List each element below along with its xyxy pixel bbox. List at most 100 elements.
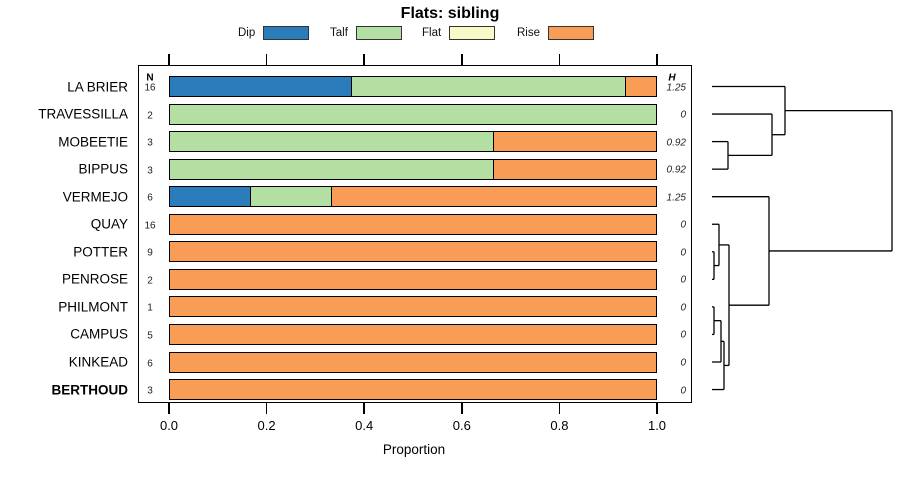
- bar-mobeetie: [169, 131, 657, 153]
- bar-berthoud: [169, 379, 657, 401]
- n-value: 6: [147, 358, 153, 369]
- n-value: 3: [147, 165, 153, 177]
- n-value: 2: [147, 110, 153, 122]
- x-tick-bottom: [558, 403, 561, 414]
- legend-item-dip: Dip: [238, 25, 310, 40]
- bar-segment-talf: [170, 104, 656, 124]
- bar-vermejo: [169, 186, 657, 208]
- row-label-vermejo: VERMEJO: [62, 189, 128, 205]
- row-label-penrose: PENROSE: [61, 271, 128, 287]
- h-value: 0: [680, 219, 686, 231]
- h-value: 1.25: [666, 82, 686, 93]
- bar-segment-talf: [352, 77, 626, 96]
- legend-label: Talf: [330, 26, 348, 39]
- bar-quay: [169, 213, 657, 235]
- bar-campus: [169, 323, 657, 345]
- bar-kinkead: [169, 351, 657, 373]
- legend-swatch-flat: [449, 25, 496, 40]
- bar-segment-talf: [170, 159, 495, 179]
- row-label-potter: POTTER: [73, 244, 128, 260]
- x-tick-label: 0.0: [159, 418, 179, 433]
- bar-segment-rise: [170, 324, 656, 344]
- bar-segment-rise: [494, 159, 656, 179]
- x-tick-top: [168, 54, 170, 65]
- x-tick-label: 0.6: [452, 418, 471, 433]
- n-value: 3: [147, 137, 153, 149]
- h-value: 0: [680, 329, 686, 341]
- chart-title: Flats: sibling: [400, 5, 500, 22]
- row-label-kinkead: KINKEAD: [68, 354, 128, 370]
- x-tick-label: 0.4: [355, 418, 374, 433]
- h-value: 0: [680, 357, 686, 369]
- x-tick-label: 1.0: [647, 418, 667, 433]
- row-label-philmont: PHILMONT: [58, 299, 128, 315]
- bar-bippus: [169, 158, 657, 180]
- n-value: 16: [144, 220, 156, 232]
- h-value: 0: [680, 302, 686, 314]
- h-value: 0: [680, 247, 686, 259]
- bar-segment-rise: [170, 242, 656, 262]
- n-value: 16: [144, 82, 156, 94]
- bar-segment-talf: [170, 132, 495, 152]
- x-tick-top: [265, 54, 268, 65]
- h-value: 0: [680, 385, 686, 397]
- bar-segment-talf: [251, 187, 333, 207]
- x-tick-label: 0.8: [550, 418, 569, 433]
- n-column-header: N: [146, 72, 154, 84]
- x-tick-top: [558, 54, 561, 65]
- h-value: 1.25: [666, 192, 686, 204]
- legend-label: Flat: [422, 26, 442, 39]
- x-tick-bottom: [656, 403, 658, 414]
- bar-la-brier: [169, 76, 657, 97]
- x-axis-title: Proportion: [382, 442, 446, 457]
- row-label-travessilla: TRAVESSILLA: [38, 106, 128, 122]
- legend-swatch-talf: [355, 25, 402, 40]
- bar-segment-rise: [170, 214, 656, 234]
- row-label-mobeetie: MOBEETIE: [58, 134, 128, 150]
- bar-segment-rise: [625, 77, 656, 96]
- bar-penrose: [169, 268, 657, 290]
- row-label-campus: CAMPUS: [70, 326, 128, 342]
- legend-label: Dip: [238, 26, 256, 39]
- x-tick-bottom: [168, 403, 170, 414]
- n-value: 3: [147, 385, 153, 397]
- h-value: 0: [680, 109, 686, 121]
- row-label-la-brier: LA BRIER: [67, 79, 128, 94]
- legend-swatch-rise: [548, 25, 595, 40]
- bar-segment-dip: [170, 77, 353, 96]
- n-value: 1: [147, 302, 153, 314]
- bar-potter: [169, 241, 657, 263]
- x-tick-label: 0.2: [257, 418, 276, 433]
- bar-segment-rise: [170, 380, 656, 400]
- x-tick-bottom: [461, 403, 463, 414]
- bar-segment-rise: [494, 132, 656, 152]
- x-tick-bottom: [363, 403, 365, 414]
- n-value: 5: [147, 330, 153, 342]
- x-tick-top: [656, 54, 658, 65]
- n-value: 9: [147, 247, 153, 259]
- row-label-berthoud: BERTHOUD: [51, 382, 129, 398]
- n-value: 6: [147, 192, 153, 204]
- bar-segment-rise: [170, 269, 656, 289]
- row-label-quay: QUAY: [90, 216, 128, 232]
- x-tick-top: [461, 54, 463, 65]
- x-tick-bottom: [265, 403, 268, 414]
- legend-item-flat: Flat: [422, 25, 496, 40]
- h-column-header: H: [668, 72, 676, 84]
- h-value: 0.92: [666, 137, 686, 149]
- x-tick-top: [363, 54, 365, 65]
- h-value: 0: [680, 274, 686, 286]
- legend-label: Rise: [517, 26, 541, 39]
- plot-box: [138, 65, 692, 403]
- bar-philmont: [169, 296, 657, 318]
- n-value: 2: [147, 275, 153, 287]
- bar-travessilla: [169, 103, 657, 125]
- bar-segment-rise: [170, 297, 656, 317]
- bar-segment-rise: [332, 187, 656, 207]
- bar-segment-rise: [170, 352, 656, 372]
- legend-item-talf: Talf: [330, 25, 402, 40]
- row-label-bippus: BIPPUS: [78, 161, 128, 177]
- legend-swatch-dip: [263, 25, 310, 40]
- legend-item-rise: Rise: [517, 25, 595, 40]
